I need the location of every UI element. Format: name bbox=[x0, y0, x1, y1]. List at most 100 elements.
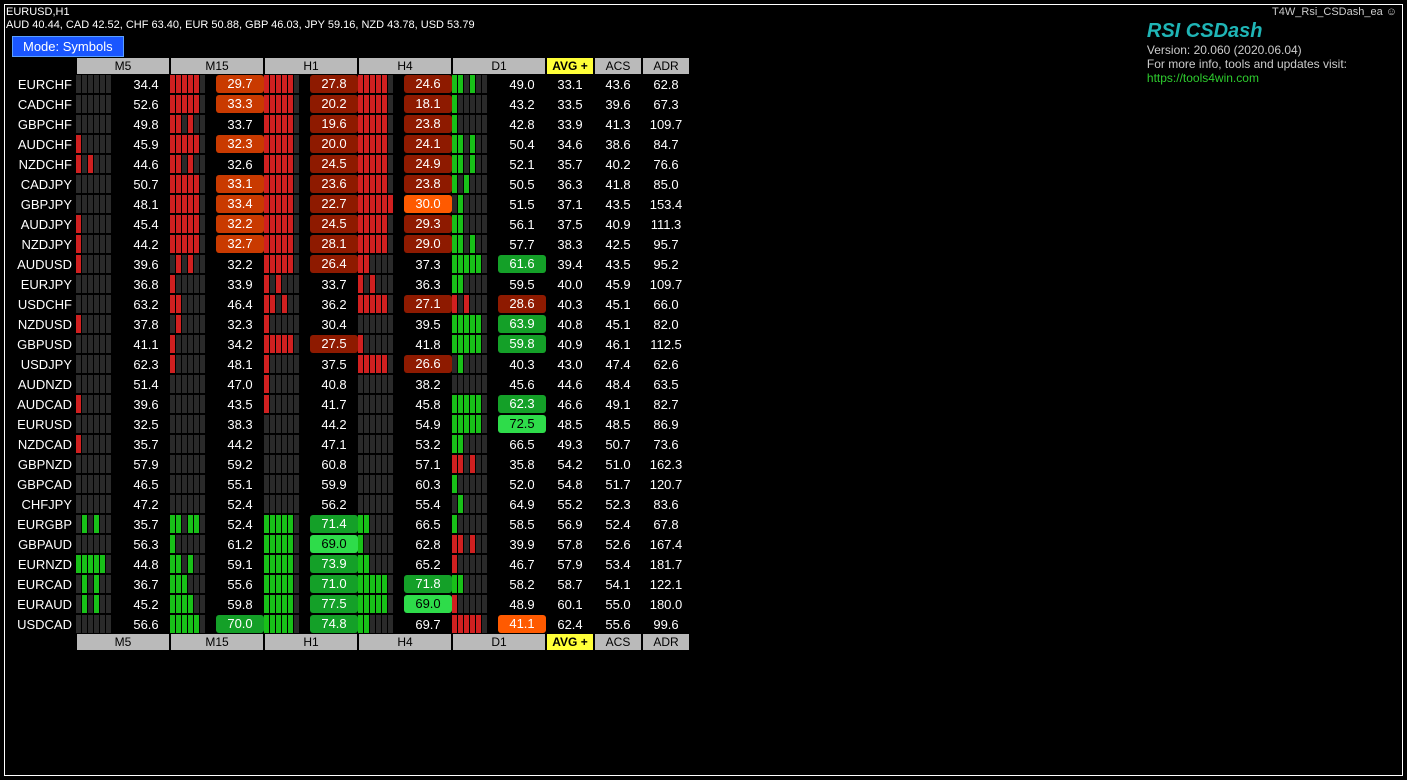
rsi-value: 49.0 bbox=[498, 74, 546, 94]
symbol-label[interactable]: CHFJPY bbox=[8, 494, 76, 514]
adr-value: 76.6 bbox=[642, 154, 690, 174]
chart-title: EURUSD,H1 bbox=[6, 6, 1401, 18]
adr-value: 86.9 bbox=[642, 414, 690, 434]
strength-bars bbox=[76, 394, 122, 414]
symbol-label[interactable]: AUDCHF bbox=[8, 134, 76, 154]
symbol-label[interactable]: GBPCAD bbox=[8, 474, 76, 494]
symbol-label[interactable]: NZDCHF bbox=[8, 154, 76, 174]
symbol-label[interactable]: CADCHF bbox=[8, 94, 76, 114]
strength-bars bbox=[452, 554, 498, 574]
col-header[interactable]: H1 bbox=[264, 58, 358, 74]
strength-bars bbox=[452, 254, 498, 274]
symbol-label[interactable]: EURNZD bbox=[8, 554, 76, 574]
adr-value: 67.8 bbox=[642, 514, 690, 534]
strength-bars bbox=[170, 74, 216, 94]
rsi-value: 27.5 bbox=[310, 334, 358, 354]
strength-bars bbox=[264, 174, 310, 194]
avg-value: 40.3 bbox=[546, 294, 594, 314]
symbol-label[interactable]: AUDCAD bbox=[8, 394, 76, 414]
symbol-label[interactable]: AUDUSD bbox=[8, 254, 76, 274]
avg-value: 35.7 bbox=[546, 154, 594, 174]
rsi-value: 41.7 bbox=[310, 394, 358, 414]
col-header[interactable]: D1 bbox=[452, 58, 546, 74]
rsi-value: 20.2 bbox=[310, 94, 358, 114]
rsi-value: 59.5 bbox=[498, 274, 546, 294]
strength-bars bbox=[264, 454, 310, 474]
avg-value: 44.6 bbox=[546, 374, 594, 394]
col-header[interactable]: H4 bbox=[358, 634, 452, 650]
acs-value: 46.1 bbox=[594, 334, 642, 354]
adr-value: 62.8 bbox=[642, 74, 690, 94]
symbol-label[interactable]: EURCHF bbox=[8, 74, 76, 94]
rsi-value: 40.8 bbox=[310, 374, 358, 394]
strength-bars bbox=[170, 194, 216, 214]
strength-bars bbox=[452, 214, 498, 234]
strength-bars bbox=[264, 394, 310, 414]
symbol-label[interactable]: NZDJPY bbox=[8, 234, 76, 254]
col-header[interactable]: H4 bbox=[358, 58, 452, 74]
rsi-value: 48.1 bbox=[122, 194, 170, 214]
symbol-label[interactable]: AUDNZD bbox=[8, 374, 76, 394]
symbol-label[interactable]: AUDJPY bbox=[8, 214, 76, 234]
col-header[interactable]: ADR bbox=[642, 634, 690, 650]
rsi-value: 26.6 bbox=[404, 354, 452, 374]
col-header[interactable]: AVG + bbox=[546, 58, 594, 74]
strength-bars bbox=[452, 134, 498, 154]
symbol-label[interactable]: USDJPY bbox=[8, 354, 76, 374]
rsi-value: 65.2 bbox=[404, 554, 452, 574]
rsi-value: 46.4 bbox=[216, 294, 264, 314]
mode-button[interactable]: Mode: Symbols bbox=[12, 36, 124, 57]
col-header[interactable]: M15 bbox=[170, 634, 264, 650]
avg-value: 40.8 bbox=[546, 314, 594, 334]
strength-bars bbox=[170, 354, 216, 374]
col-header[interactable]: ACS bbox=[594, 634, 642, 650]
col-header[interactable]: AVG + bbox=[546, 634, 594, 650]
symbol-label[interactable]: NZDCAD bbox=[8, 434, 76, 454]
strength-bars bbox=[358, 394, 404, 414]
col-header[interactable]: M15 bbox=[170, 58, 264, 74]
symbol-label[interactable]: GBPAUD bbox=[8, 534, 76, 554]
acs-value: 51.7 bbox=[594, 474, 642, 494]
rsi-value: 56.2 bbox=[310, 494, 358, 514]
symbol-label[interactable]: GBPCHF bbox=[8, 114, 76, 134]
col-header[interactable]: D1 bbox=[452, 634, 546, 650]
strength-bars bbox=[358, 154, 404, 174]
strength-bars bbox=[452, 174, 498, 194]
avg-value: 58.7 bbox=[546, 574, 594, 594]
adr-value: 109.7 bbox=[642, 114, 690, 134]
ea-tag: T4W_Rsi_CSDash_ea ☺ bbox=[1272, 6, 1397, 18]
symbol-label[interactable]: GBPNZD bbox=[8, 454, 76, 474]
rsi-value: 38.2 bbox=[404, 374, 452, 394]
symbol-label[interactable]: EURJPY bbox=[8, 274, 76, 294]
brand-link[interactable]: https://tools4win.com bbox=[1147, 71, 1259, 85]
symbol-label[interactable]: GBPJPY bbox=[8, 194, 76, 214]
strength-bars bbox=[358, 294, 404, 314]
symbol-label[interactable]: EURCAD bbox=[8, 574, 76, 594]
strength-bars bbox=[358, 214, 404, 234]
symbol-label[interactable]: EURAUD bbox=[8, 594, 76, 614]
col-header[interactable]: ADR bbox=[642, 58, 690, 74]
adr-value: 120.7 bbox=[642, 474, 690, 494]
rsi-value: 24.5 bbox=[310, 154, 358, 174]
symbol-label[interactable]: CADJPY bbox=[8, 174, 76, 194]
strength-bars bbox=[452, 454, 498, 474]
acs-value: 55.0 bbox=[594, 594, 642, 614]
adr-value: 180.0 bbox=[642, 594, 690, 614]
strength-bars bbox=[76, 594, 122, 614]
col-header[interactable]: M5 bbox=[76, 634, 170, 650]
symbol-label[interactable]: GBPUSD bbox=[8, 334, 76, 354]
symbol-label[interactable]: EURGBP bbox=[8, 514, 76, 534]
symbol-label[interactable]: USDCHF bbox=[8, 294, 76, 314]
col-header[interactable]: M5 bbox=[76, 58, 170, 74]
avg-value: 40.9 bbox=[546, 334, 594, 354]
adr-value: 181.7 bbox=[642, 554, 690, 574]
rsi-value: 45.4 bbox=[122, 214, 170, 234]
acs-value: 45.1 bbox=[594, 294, 642, 314]
symbol-label[interactable]: EURUSD bbox=[8, 414, 76, 434]
strength-bars bbox=[170, 414, 216, 434]
col-header[interactable]: H1 bbox=[264, 634, 358, 650]
avg-value: 62.4 bbox=[546, 614, 594, 634]
col-header[interactable]: ACS bbox=[594, 58, 642, 74]
symbol-label[interactable]: USDCAD bbox=[8, 614, 76, 634]
symbol-label[interactable]: NZDUSD bbox=[8, 314, 76, 334]
